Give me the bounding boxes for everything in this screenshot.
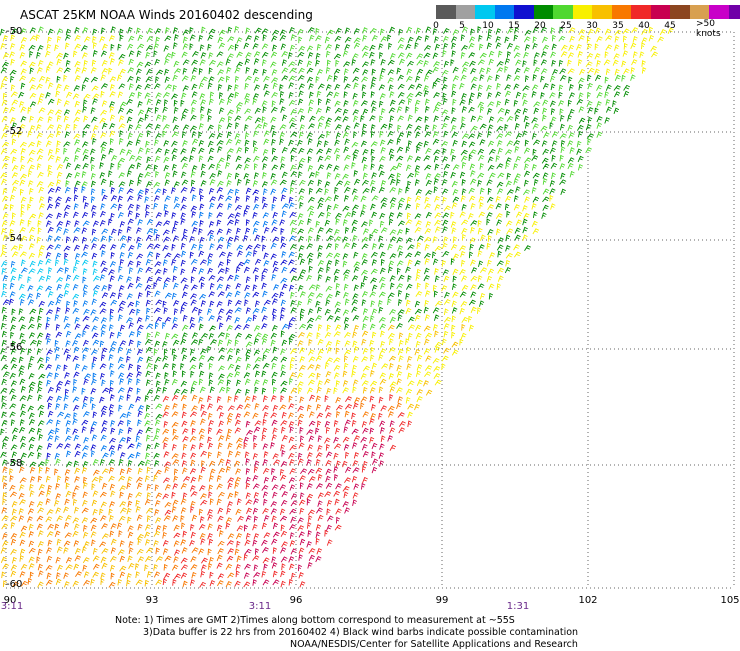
scale-label: 15: [508, 21, 519, 31]
color-scale-labels: 0 5 10 15 20 25 30 35 40 45: [436, 19, 740, 31]
color-scale-bar: [436, 5, 740, 19]
wind-barb-group: [1, 325, 465, 588]
color-swatch: [651, 5, 671, 19]
lat-label: -60: [6, 579, 22, 590]
color-swatch: [456, 5, 476, 19]
lat-label: -58: [6, 458, 22, 469]
lat-label: -50: [6, 26, 22, 37]
color-swatch: [709, 5, 729, 19]
time-label: 3:11: [249, 601, 271, 612]
color-swatch: [534, 5, 554, 19]
color-swatch: [612, 5, 632, 19]
note-line-1: Note: 1) Times are GMT 2)Times along bot…: [115, 615, 515, 627]
scale-label: 10: [482, 21, 493, 31]
color-swatch: [631, 5, 651, 19]
color-swatch: [495, 5, 515, 19]
scale-label: 25: [560, 21, 571, 31]
map-title: ASCAT 25KM NOAA Winds 20160402 descendin…: [20, 8, 313, 22]
color-swatch: [670, 5, 690, 19]
lon-label: 105: [720, 595, 739, 606]
lat-label: -54: [6, 233, 22, 244]
note-line-3: NOAA/NESDIS/Center for Satellite Applica…: [290, 639, 578, 651]
scale-label: 45: [664, 21, 675, 31]
lon-label: 102: [578, 595, 597, 606]
scale-label: 0: [433, 21, 439, 31]
color-swatch: [592, 5, 612, 19]
color-swatch: [514, 5, 534, 19]
color-swatch: [690, 5, 710, 19]
time-label: 3:11: [1, 601, 23, 612]
scale-unit-label: >50 knots: [696, 19, 740, 39]
note-line-2: 3)Data buffer is 22 hrs from 20160402 4)…: [143, 627, 578, 639]
color-swatch: [436, 5, 456, 19]
scale-label: 30: [586, 21, 597, 31]
wind-speed-color-scale: 0 5 10 15 20 25 30 35 40 45: [436, 5, 740, 31]
color-swatch: [553, 5, 573, 19]
lon-label: 93: [146, 595, 159, 606]
lat-label: -56: [6, 342, 22, 353]
color-swatch: [729, 5, 740, 19]
lon-label: 96: [290, 595, 303, 606]
color-swatch: [475, 5, 495, 19]
lat-label: -52: [6, 126, 22, 137]
scale-label: 5: [459, 21, 465, 31]
lon-label: 99: [436, 595, 449, 606]
lat-lon-grid: [6, 32, 734, 588]
wind-barbs: [1, 27, 674, 588]
scale-label: 20: [534, 21, 545, 31]
color-swatch: [573, 5, 593, 19]
scale-label: 40: [638, 21, 649, 31]
wind-barb-group: [2, 395, 403, 587]
scale-label: 35: [612, 21, 623, 31]
wind-barb-group: [3, 187, 296, 459]
time-label: 1:31: [507, 601, 529, 612]
